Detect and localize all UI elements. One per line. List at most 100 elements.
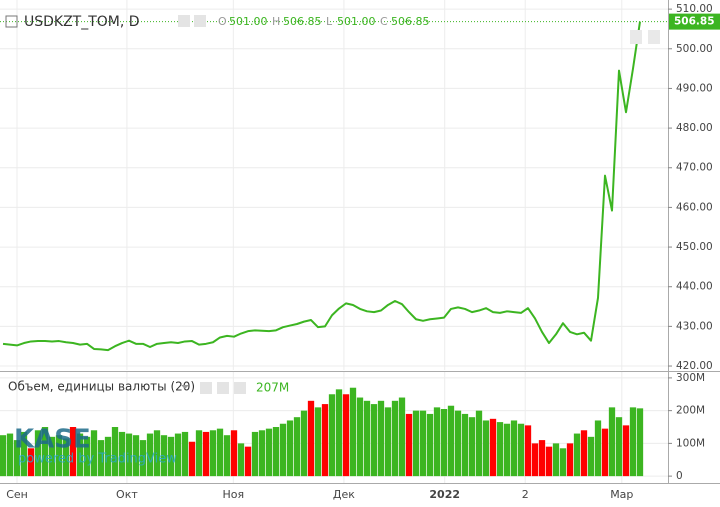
volume-bar [594, 420, 602, 477]
volume-bar [517, 423, 525, 477]
volume-bar [265, 428, 273, 477]
ohlc-value: 506.85 [283, 15, 322, 28]
volume-bar [566, 443, 574, 477]
volume-bar [629, 407, 637, 477]
volume-bar [41, 427, 49, 477]
volume-bar [482, 420, 490, 477]
volume-tick-label: 100M [676, 437, 705, 449]
icon[interactable] [200, 382, 212, 394]
volume-last: 207M [256, 381, 289, 395]
y-tick-label: 460.00 [676, 201, 713, 213]
volume-bar [62, 438, 70, 477]
volume-bar [251, 431, 259, 477]
volume-bar [258, 430, 266, 477]
x-tick-label: Мар [610, 488, 633, 501]
volume-bar [370, 404, 378, 477]
x-tick-label: 2022 [429, 488, 460, 501]
y-tick-label: 440.00 [676, 281, 713, 293]
volume-bar [349, 387, 357, 477]
volume-bar [104, 436, 112, 477]
volume-bar [188, 441, 196, 477]
icon[interactable] [630, 30, 642, 44]
volume-bar [83, 436, 91, 477]
volume-bar [405, 413, 413, 477]
volume-bar [76, 433, 84, 477]
ohlc-name: L [326, 15, 333, 28]
volume-bar [601, 428, 609, 477]
volume-bar [454, 410, 462, 477]
volume-bar [27, 448, 35, 477]
overlay: Сен Окт Ноя Дек 2022 2 Мар 420.00 430.00 440.00 45… [6, 3, 720, 501]
volume-bar [636, 408, 644, 477]
volume-tick-label: 0 [676, 470, 683, 482]
y-tick-label: 490.00 [676, 82, 713, 94]
volume-bar [202, 431, 210, 477]
volume-bar [524, 425, 532, 477]
volume-bar [503, 423, 511, 477]
volume-bar [587, 436, 595, 477]
last-price-label: 506.85 [674, 16, 715, 28]
volume-bar [363, 400, 371, 477]
volume-bar [433, 407, 441, 477]
volume-bar [468, 417, 476, 477]
volume-bar [398, 397, 406, 477]
volume-bar [111, 427, 119, 477]
icon[interactable] [217, 382, 229, 394]
volume-legend: Объем, единицы валюты (20) [8, 380, 195, 394]
volume-bar [223, 435, 231, 477]
volume-bar [615, 417, 623, 477]
volume-bar [272, 427, 280, 477]
volume-bar [90, 430, 98, 477]
volume-bar [328, 394, 336, 477]
volume-bar [426, 413, 434, 477]
volume-bar [538, 440, 546, 477]
y-tick-label: 500.00 [676, 43, 713, 55]
volume-bar [531, 443, 539, 477]
volume-bar [146, 433, 154, 477]
volume-tick-label: 300M [676, 372, 705, 384]
icon[interactable] [194, 15, 206, 27]
dropdown[interactable] [181, 385, 189, 389]
volume-bar [230, 430, 238, 477]
y-tick-label: 450.00 [676, 241, 713, 253]
volume-bar [209, 430, 217, 477]
volume-bar [300, 410, 308, 477]
ohlc-value: 501.00 [229, 15, 268, 28]
icon[interactable] [648, 30, 660, 44]
volume-bar [181, 431, 189, 477]
volume-bar [125, 433, 133, 477]
icon[interactable] [234, 382, 246, 394]
volume-bar [139, 440, 147, 477]
volume-bar [559, 448, 567, 477]
volume-bar [293, 417, 301, 477]
volume-bar [608, 407, 616, 477]
checkbox[interactable] [5, 15, 18, 28]
volume-bar [335, 389, 343, 477]
x-tick-label: Сен [6, 488, 28, 501]
volume-bar [216, 428, 224, 477]
volume-bar [552, 443, 560, 477]
volume-bar [314, 407, 322, 477]
watermark: KASE [14, 425, 91, 455]
volume-bar [307, 400, 315, 477]
volume-bar [475, 410, 483, 477]
volume-bar [461, 413, 469, 477]
ohlc-name: C [380, 15, 388, 28]
y-tick-label: 480.00 [676, 122, 713, 134]
volume-bar [377, 400, 385, 477]
symbol: USDKZT_TOM, D [24, 14, 140, 30]
volume-bar [321, 404, 329, 477]
x-tick-label: Окт [116, 488, 138, 501]
marks [0, 21, 668, 477]
volume-bar [545, 446, 553, 477]
volume-bar [97, 440, 105, 477]
volume-bar [55, 435, 63, 477]
last-price-tag [669, 13, 720, 30]
icon[interactable] [178, 15, 190, 27]
volume-bar [419, 410, 427, 477]
price-line [2, 21, 641, 352]
volume-tick-label: 200M [676, 405, 705, 417]
volume-bar [286, 420, 294, 477]
volume-bar [195, 430, 203, 477]
volume-bar [167, 436, 175, 477]
